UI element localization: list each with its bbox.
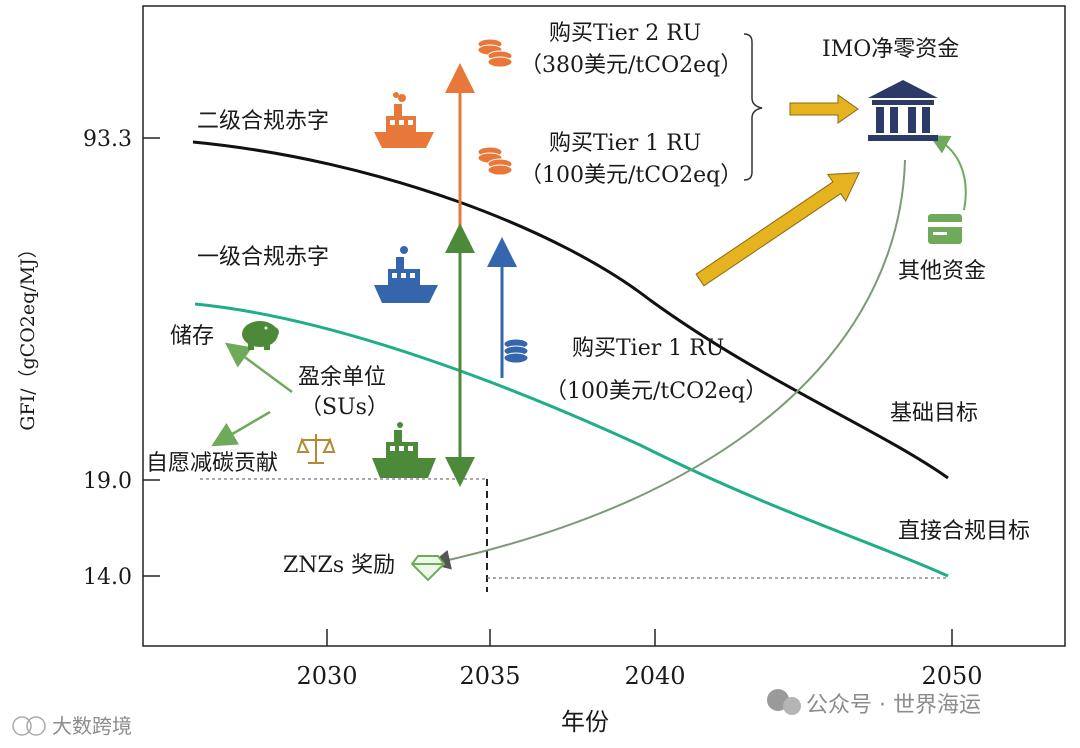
surplus-to-storage-arrow: [224, 342, 293, 394]
other-funds-label: 其他资金: [898, 259, 986, 284]
bank-icon: [868, 80, 938, 141]
x-tick-2035: 2035: [459, 662, 520, 690]
gold-arrow-to-imo-lower: [695, 172, 860, 287]
y-tick-14-0: 14.0: [83, 565, 132, 590]
direct-target-curve: [194, 302, 949, 578]
x-axis-title: 年份: [561, 708, 609, 736]
diamond-icon: [410, 555, 446, 582]
blue-ship-icon: [374, 246, 438, 303]
plot-frame: [142, 5, 1066, 647]
surplus-units-label: 盈余单位: [298, 365, 386, 390]
other-funds-curve: [929, 135, 967, 211]
orange-coins-icon-mid: [477, 146, 513, 176]
buy-tier2-label: 购买Tier 2 RU: [549, 21, 701, 46]
imo-fund-label: IMO净零资金: [822, 37, 959, 62]
imo-to-znz-curve: [430, 159, 906, 570]
green-ship-icon: [372, 422, 436, 478]
y-tick-19-0: 19.0: [83, 469, 132, 494]
tier-bracket: [743, 33, 763, 181]
watermark-right: 公众号 · 世界海运: [767, 689, 981, 718]
orange-ship-icon: [374, 92, 434, 148]
buy-tier2-price: （380美元/tCO2eq）: [520, 53, 742, 78]
buy-tier1-top-price: （100美元/tCO2eq）: [520, 163, 742, 188]
znz-reward-label: ZNZs 奖励: [283, 553, 395, 578]
y-tick-93-3: 93.3: [83, 127, 132, 152]
watermark-right-text: 公众号 · 世界海运: [806, 693, 981, 718]
base-target-label: 基础目标: [890, 401, 978, 426]
y-ticks: 93.3 19.0 14.0: [83, 127, 160, 590]
x-tick-2050: 2050: [921, 662, 982, 690]
y-axis-title: GFI/（gCO2eq/MJ）: [17, 239, 39, 431]
tier1-deficit-label: 一级合规赤字: [197, 245, 329, 270]
surplus-units-abbr-label: （SUs）: [300, 395, 389, 420]
buy-tier1-mid-label: 购买Tier 1 RU: [572, 336, 724, 361]
storage-label: 储存: [170, 324, 214, 349]
credit-card-icon: [928, 214, 962, 244]
direct-target-label: 直接合规目标: [898, 519, 1030, 544]
voluntary-label: 自愿减碳贡献: [146, 451, 278, 476]
x-ticks: 2030 2035 2040 2050: [296, 629, 983, 690]
gold-arrow-to-imo-upper: [789, 94, 859, 124]
scale-icon: [296, 434, 336, 464]
orange-coins-icon-top: [477, 38, 513, 68]
x-tick-2030: 2030: [296, 662, 357, 690]
buy-tier1-top-label: 购买Tier 1 RU: [549, 131, 701, 156]
x-tick-2040: 2040: [624, 662, 685, 690]
tier2-deficit-label: 二级合规赤字: [197, 109, 329, 134]
buy-tier1-mid-price: （100美元/tCO2eq）: [545, 379, 767, 404]
blue-coins-icon: [503, 338, 529, 364]
base-target-curve: [192, 140, 949, 480]
watermark-left: 大数跨境: [12, 714, 132, 738]
watermark-left-text: 大数跨境: [52, 714, 132, 738]
surplus-to-voluntary-arrow: [211, 410, 271, 447]
piggy-bank-icon: [242, 321, 279, 350]
